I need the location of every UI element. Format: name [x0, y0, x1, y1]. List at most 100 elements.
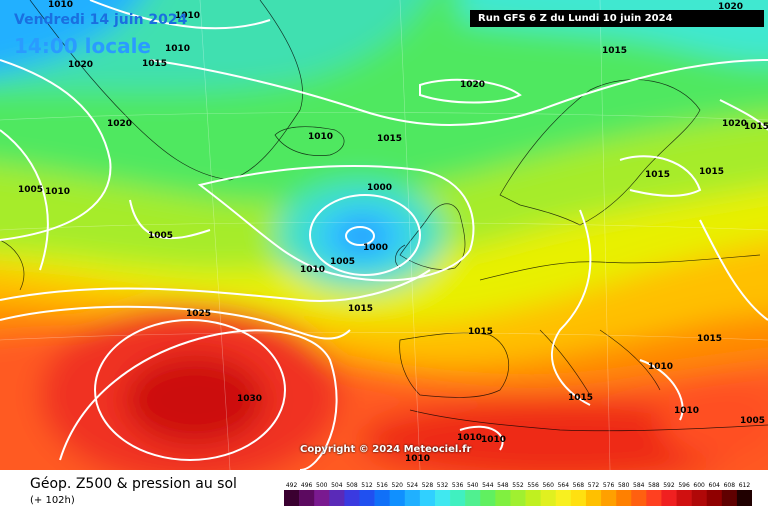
isobar-label: 1020: [68, 60, 94, 70]
map-title: Géop. Z500 & pression au sol: [30, 476, 237, 492]
isobar-label: 1015: [468, 327, 494, 337]
scale-tick-label: 508: [346, 482, 358, 489]
scale-tick-label: 588: [648, 482, 660, 489]
scale-tick-label: 572: [588, 482, 600, 489]
isobar-label: 1015: [568, 393, 594, 403]
scale-tick-label: 520: [392, 482, 404, 489]
isobar-label: 1020: [722, 119, 748, 129]
scale-tick-label: 604: [709, 482, 721, 489]
isobar-label: 1005: [330, 257, 356, 267]
isobar-label: 1000: [367, 183, 393, 193]
scale-tick-label: 548: [497, 482, 509, 489]
copyright-notice: Copyright © 2024 Meteociel.fr: [300, 444, 472, 455]
scale-color-swatch: [329, 490, 345, 506]
scale-color-swatch: [585, 490, 602, 506]
geopotential-field: [0, 0, 768, 470]
scale-color-swatch: [706, 490, 723, 506]
scale-color-swatch: [676, 490, 692, 506]
isobar-label: 1020: [460, 80, 486, 90]
isobar-label: 1015: [744, 122, 768, 132]
scale-color-swatch: [570, 490, 587, 506]
scale-tick-label: 576: [603, 482, 615, 489]
scale-color-swatch: [661, 490, 677, 506]
isobar-label: 1010: [405, 454, 431, 464]
isobar-label: 1020: [718, 2, 744, 12]
model-run-label: Run GFS 6 Z du Lundi 10 juin 2024: [470, 10, 764, 27]
scale-color-swatch: [555, 490, 572, 506]
scale-tick-label: 524: [407, 482, 419, 489]
scale-color-swatch: [601, 490, 617, 506]
scale-color-swatch: [419, 490, 436, 506]
isobar-label: 1010: [45, 187, 71, 197]
scale-color-swatch: [344, 490, 360, 506]
scale-color-swatch: [480, 490, 496, 506]
scale-tick-label: 532: [437, 482, 449, 489]
scale-color-swatch: [495, 490, 511, 506]
scale-color-swatch: [404, 490, 421, 506]
scale-tick-label: 504: [331, 482, 343, 489]
scale-tick-label: 584: [633, 482, 645, 489]
scale-color-swatch: [721, 490, 738, 506]
isobar-label: 1015: [699, 167, 725, 177]
scale-color-swatch: [314, 490, 330, 506]
scale-tick-label: 552: [512, 482, 524, 489]
scale-tick-label: 492: [286, 482, 298, 489]
scale-tick-label: 512: [361, 482, 373, 489]
isobar-label: 1010: [648, 362, 674, 372]
isobar-label: 1015: [348, 304, 374, 314]
isobar-label: 1005: [740, 416, 766, 426]
isobar-label: 1025: [186, 309, 212, 319]
isobars: [0, 0, 768, 470]
scale-color-swatch: [616, 490, 632, 506]
isobar-label: 1005: [148, 231, 174, 241]
isobar-label: 1010: [308, 132, 334, 142]
scale-tick-label: 556: [527, 482, 539, 489]
scale-color-swatch: [510, 490, 526, 506]
scale-color-swatch: [465, 490, 481, 506]
scale-tick-label: 500: [316, 482, 328, 489]
isobar-label: 1010: [457, 433, 483, 443]
scale-color-swatch: [284, 490, 300, 506]
isobar-label: 1005: [18, 185, 44, 195]
scale-color-swatch: [434, 490, 451, 506]
scale-tick-label: 496: [301, 482, 313, 489]
isobar-label: 1000: [363, 243, 389, 253]
isobar-label: 1020: [107, 119, 133, 129]
isobar-label: 1030: [237, 394, 263, 404]
scale-tick-label: 592: [663, 482, 675, 489]
scale-color-swatch: [374, 490, 390, 506]
color-scale: 492 496 500 504 508 512 516 520 524 528 532 536 540 5…: [284, 482, 752, 506]
scale-tick-label: 560: [542, 482, 554, 489]
isobar-label: 1015: [142, 59, 168, 69]
isobar-label: 1010: [674, 406, 700, 416]
forecast-offset: (+ 102h): [30, 495, 75, 506]
isobar-label: 1015: [377, 134, 403, 144]
scale-tick-label: 608: [724, 482, 736, 489]
scale-tick-label: 528: [422, 482, 434, 489]
geopotential-map: [0, 0, 768, 470]
scale-color-swatch: [631, 490, 647, 506]
scale-color-swatch: [525, 490, 541, 506]
isobar-label: 1010: [165, 44, 191, 54]
isobar-label: 1015: [602, 46, 628, 56]
forecast-time: 14:00 locale: [14, 34, 151, 58]
coastlines: [0, 0, 768, 432]
isobar-label: 1015: [697, 334, 723, 344]
scale-tick-label: 540: [467, 482, 479, 489]
scale-tick-label: 596: [678, 482, 690, 489]
scale-color-swatch: [691, 490, 708, 506]
isobar-label: 1010: [481, 435, 507, 445]
scale-tick-label: 516: [376, 482, 388, 489]
scale-color-swatch: [736, 490, 752, 506]
scale-tick-label: 536: [452, 482, 464, 489]
forecast-date: Vendredi 14 juin 2024: [14, 12, 188, 28]
scale-color-swatch: [540, 490, 557, 506]
scale-color-swatch: [450, 490, 466, 506]
scale-tick-label: 564: [558, 482, 570, 489]
scale-tick-label: 568: [573, 482, 585, 489]
isobar-label: 1010: [175, 11, 201, 21]
scale-color-swatch: [359, 490, 375, 506]
isobar-label: 1010: [300, 265, 326, 275]
scale-color-swatch: [646, 490, 662, 506]
